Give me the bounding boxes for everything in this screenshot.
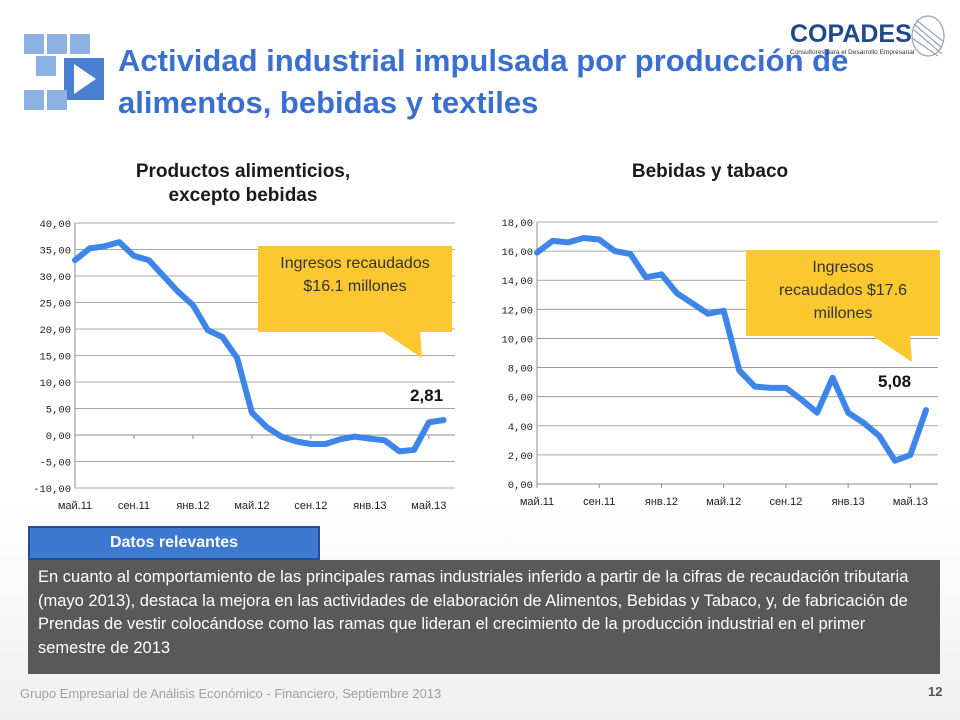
- x-tick-label: май.12: [234, 500, 269, 512]
- chart-title-bebidas: Bebidas y tabaco: [631, 161, 789, 182]
- y-tick-label: 25,00: [39, 299, 71, 311]
- x-tick-label: янв.13: [353, 500, 386, 512]
- x-tick-label: май.11: [520, 496, 554, 508]
- y-tick-label: 2,00: [508, 451, 533, 463]
- callout-alimentos: Ingresos recaudados $16.1 millones: [258, 246, 452, 332]
- y-tick-label: 10,00: [39, 378, 71, 390]
- decor-square: [70, 34, 90, 54]
- y-tick-label: 30,00: [39, 272, 71, 284]
- y-tick-label: 14,00: [501, 276, 533, 288]
- x-tick-label: май.13: [411, 500, 446, 512]
- x-tick-label: янв.12: [176, 500, 209, 512]
- y-tick-label: 15,00: [39, 352, 71, 364]
- x-tick-label: сен.12: [769, 496, 802, 508]
- last-value-label-bebidas: 5,08: [878, 372, 912, 391]
- y-tick-label: 18,00: [501, 218, 533, 230]
- y-tick-label: 16,00: [501, 247, 533, 259]
- callout-tail-alimentos: [380, 330, 422, 358]
- y-tick-label: 40,00: [39, 219, 71, 231]
- x-tick-label: май.12: [706, 496, 741, 508]
- logo-tagline: Consultores para el Desarrollo Empresari…: [790, 49, 915, 56]
- y-tick-label: 0,00: [508, 480, 533, 492]
- summary-text: En cuanto al comportamiento de las princ…: [28, 560, 940, 674]
- logo-text: COPADES: [790, 20, 912, 48]
- x-tick-label: сен.11: [118, 500, 150, 512]
- y-tick-label: 4,00: [508, 422, 533, 434]
- copades-logo-icon: COPADES Consultores para el Desarrollo E…: [790, 15, 945, 57]
- y-tick-label: 6,00: [508, 393, 533, 405]
- x-tick-label: янв.13: [832, 496, 865, 508]
- y-tick-label: 12,00: [501, 305, 533, 317]
- decor-square: [47, 90, 67, 110]
- callout-tail-bebidas: [870, 334, 912, 362]
- series-line-alimentos: [72, 239, 447, 455]
- y-tick-label: 10,00: [501, 334, 533, 346]
- y-tick-label: 20,00: [39, 325, 71, 337]
- play-arrow-icon: [74, 64, 96, 94]
- series-line-bebidas: [534, 235, 929, 464]
- x-tick-label: янв.12: [645, 496, 678, 508]
- y-tick-label: 8,00: [508, 364, 533, 376]
- x-tick-label: сен.12: [294, 500, 327, 512]
- y-tick-label: 5,00: [46, 405, 71, 417]
- decor-square: [24, 90, 44, 110]
- x-tick-label: сен.11: [583, 496, 615, 508]
- last-value-label-alimentos: 2,81: [410, 386, 444, 405]
- page-title: Actividad industrial impulsada por produ…: [118, 43, 849, 120]
- y-tick-label: 35,00: [39, 246, 71, 258]
- page-number: 12: [928, 684, 943, 699]
- x-tick-label: май.13: [893, 496, 928, 508]
- chart-title-alimentos: Productos alimenticios, excepto bebidas: [135, 161, 351, 206]
- decor-square: [47, 34, 67, 54]
- y-tick-label: -10,00: [33, 484, 71, 496]
- datos-relevantes-tab: Datos relevantes: [28, 526, 320, 560]
- decor-square: [36, 56, 56, 76]
- y-tick-label: -5,00: [39, 458, 71, 470]
- callout-bebidas: Ingresos recaudados $17.6 millones: [746, 250, 940, 336]
- footer-text: Grupo Empresarial de Análisis Económico …: [20, 686, 442, 701]
- x-tick-label: май.11: [58, 500, 92, 512]
- decor-square: [24, 34, 44, 54]
- y-tick-label: 0,00: [46, 431, 71, 443]
- company-logo: COPADES Consultores para el Desarrollo E…: [780, 12, 950, 62]
